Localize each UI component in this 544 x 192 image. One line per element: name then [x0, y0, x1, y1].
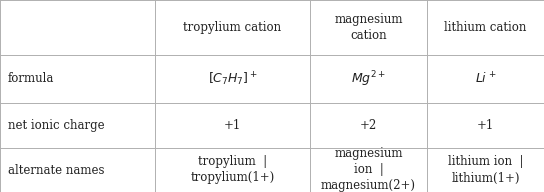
Text: +2: +2: [360, 119, 377, 132]
Text: +1: +1: [224, 119, 241, 132]
Text: net ionic charge: net ionic charge: [8, 119, 104, 132]
Text: tropylium  |
tropylium(1+): tropylium | tropylium(1+): [190, 156, 275, 185]
Text: magnesium
cation: magnesium cation: [334, 13, 403, 42]
Text: $Mg^{2+}$: $Mg^{2+}$: [351, 69, 386, 89]
Text: tropylium cation: tropylium cation: [183, 21, 282, 34]
Text: formula: formula: [8, 73, 54, 85]
Text: lithium ion  |
lithium(1+): lithium ion | lithium(1+): [448, 156, 523, 185]
Text: +1: +1: [477, 119, 494, 132]
Text: magnesium
ion  |
magnesium(2+): magnesium ion | magnesium(2+): [321, 147, 416, 192]
Text: alternate names: alternate names: [8, 164, 104, 176]
Text: $[C_7H_7]^+$: $[C_7H_7]^+$: [208, 70, 257, 88]
Text: $Li^+$: $Li^+$: [475, 71, 496, 87]
Text: lithium cation: lithium cation: [444, 21, 527, 34]
